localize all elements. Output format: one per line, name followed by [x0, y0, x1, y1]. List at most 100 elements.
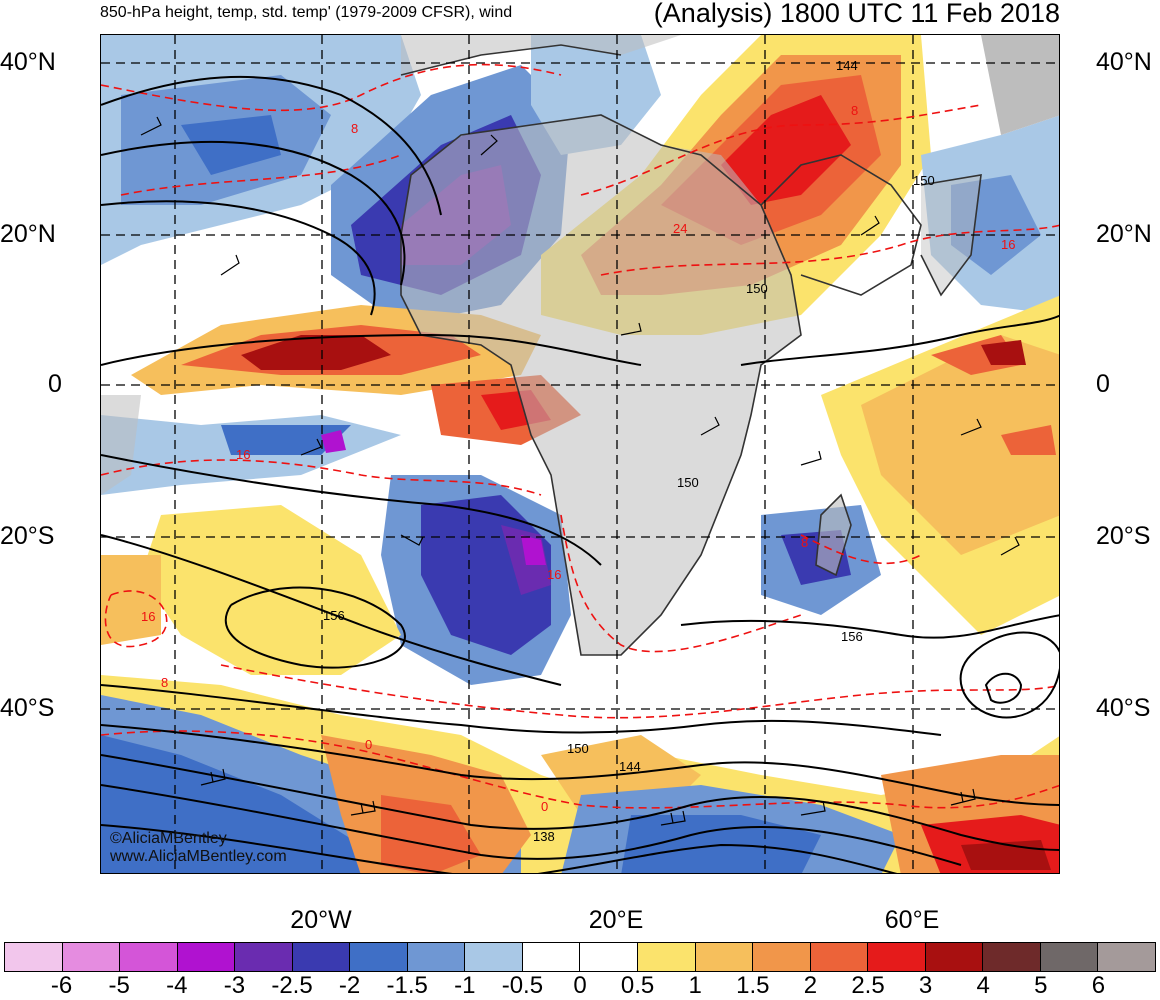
temp-contour-label: 8 — [351, 121, 358, 136]
temp-contour-label: 16 — [236, 447, 250, 462]
colorbar-label: 5 — [1034, 972, 1048, 999]
height-contour — [101, 754, 1059, 851]
colorbar-swatch — [350, 943, 408, 971]
chart-title: (Analysis) 1800 UTC 11 Feb 2018 — [653, 0, 1060, 28]
height-contour — [101, 333, 642, 366]
colorbar-label: -2 — [338, 972, 361, 999]
chart-subtitle: 850-hPa height, temp, std. temp' (1979-2… — [100, 4, 513, 21]
colorbar-swatch — [62, 943, 121, 971]
map-panel[interactable]: 144 150 150 150 156 156 150 144 138 8 24… — [100, 34, 1060, 874]
wind-barb — [480, 134, 498, 156]
temp-contour-label: 0 — [365, 737, 372, 752]
wind-barbs — [140, 116, 1020, 826]
colorbar-swatch — [810, 943, 869, 971]
height-contour-label: 138 — [533, 829, 555, 844]
credit-author: ©AliciaMBentley — [110, 830, 227, 847]
wind-barb — [1000, 536, 1020, 556]
colorbar-label: 6 — [1091, 972, 1106, 999]
india-land — [921, 175, 981, 295]
anomaly-area — [241, 335, 391, 370]
colorbar-label: 2.5 — [851, 972, 885, 999]
colorbar-swatch — [120, 943, 178, 971]
lat-label-left: 20°N — [0, 220, 56, 248]
anomaly-area — [1001, 425, 1056, 455]
temp-contour — [101, 730, 1059, 809]
credit-text: ©AliciaMBentley www.AliciaMBentley.com — [110, 830, 287, 866]
height-contour — [101, 454, 602, 566]
lon-label: 20°W — [290, 906, 352, 934]
colorbar-swatch — [695, 943, 754, 971]
height-contour — [101, 824, 453, 873]
temp-contour — [600, 224, 1059, 276]
height-contour-label: 144 — [836, 58, 858, 73]
colorbar-label: 1 — [688, 972, 702, 999]
colorbar-label: -4 — [166, 972, 188, 999]
anomaly-area — [321, 430, 346, 453]
height-contour — [101, 140, 406, 286]
europe-land — [401, 35, 681, 75]
temp-contour — [101, 459, 542, 496]
lon-label: 60°E — [884, 906, 940, 934]
temp-contour-label: 16 — [547, 567, 561, 582]
arabia-coastline — [760, 154, 922, 296]
lat-label-right: 40°N — [1096, 48, 1152, 76]
wind-barb — [220, 254, 240, 276]
colorbar-swatch — [177, 943, 236, 971]
lat-label-left: 40°S — [0, 694, 55, 722]
anomaly-area — [721, 95, 851, 205]
anomaly-area — [521, 535, 546, 565]
colorbar-swatch — [1040, 943, 1099, 971]
coastlines — [400, 44, 982, 656]
temp-contour-label: 8 — [851, 103, 858, 118]
height-contour-label: 150 — [913, 173, 935, 188]
temp-contour — [800, 534, 922, 564]
height-contour-label: 150 — [567, 741, 589, 756]
colorbar-label: 2 — [803, 972, 818, 999]
height-contour — [101, 75, 442, 216]
colorbar-label: -3 — [223, 972, 246, 999]
height-contour — [101, 784, 962, 866]
height-contour-label: 156 — [323, 608, 345, 623]
lat-label-right: 40°S — [1096, 694, 1151, 722]
height-contour — [101, 534, 562, 686]
colorbar-swatch — [983, 943, 1041, 971]
height-contour-label: 150 — [746, 281, 768, 296]
colorbar-swatch — [580, 943, 639, 971]
temp-contour-label: 8 — [801, 535, 808, 550]
colorbar-label: -6 — [50, 972, 73, 999]
colorbar-swatch — [868, 943, 926, 971]
colorbar-swatch — [753, 943, 811, 971]
temp-contour — [560, 514, 802, 653]
lon-label: 20°E — [588, 906, 644, 934]
height-contour — [537, 843, 898, 873]
colorbar-label: 0 — [573, 972, 587, 999]
height-contour — [101, 200, 376, 316]
south-america-land — [101, 395, 141, 495]
lat-label-right: 20°S — [1096, 522, 1151, 550]
anomaly-area — [981, 35, 1059, 135]
anomaly-area — [861, 335, 1059, 555]
colorbar-label: -1 — [454, 972, 476, 999]
wind-barb — [660, 810, 686, 826]
lat-label-right: 20°N — [1096, 220, 1152, 248]
colorbar-label: -0.5 — [501, 972, 544, 999]
height-contour — [224, 586, 406, 669]
height-contour-label: 156 — [841, 629, 863, 644]
temp-contour-label: 16 — [141, 609, 155, 624]
credit-url: www.AliciaMBentley.com — [110, 848, 287, 865]
height-contour — [740, 314, 1059, 366]
wind-barb — [200, 768, 226, 786]
temp-contour — [220, 664, 1059, 719]
colorbar-label: 3 — [918, 972, 933, 999]
india-coastline — [920, 174, 982, 297]
wind-barb — [950, 788, 976, 806]
temp-contour — [580, 104, 982, 196]
anomaly-area — [981, 340, 1026, 365]
colorbar — [4, 942, 1156, 972]
colorbar-swatch — [292, 943, 351, 971]
wind-barb — [860, 215, 880, 236]
colorbar-swatch — [235, 943, 293, 971]
colorbar-swatch — [522, 943, 581, 971]
lat-label-right: 0 — [1096, 370, 1110, 398]
colorbar-label: 0.5 — [620, 972, 655, 999]
